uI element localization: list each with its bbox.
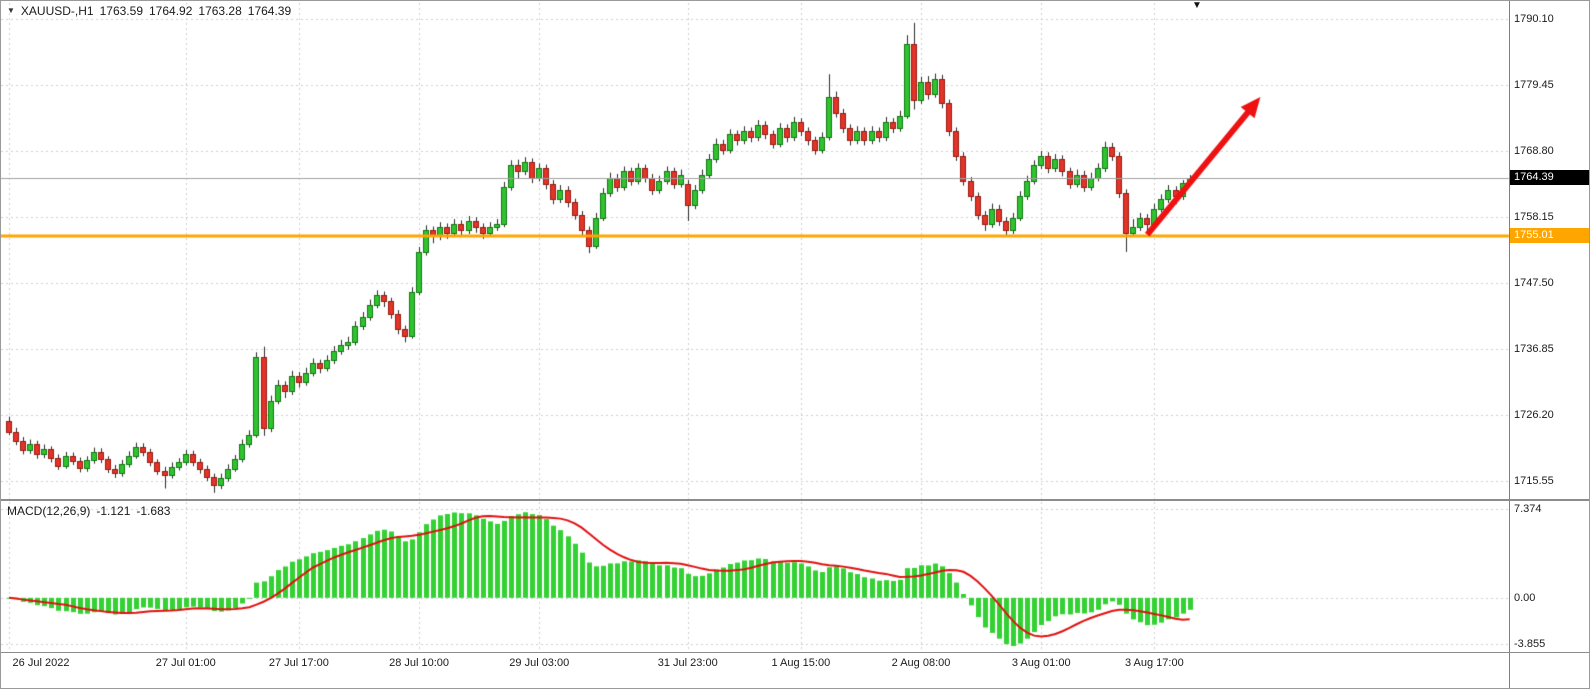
time-axis-separator bbox=[1, 652, 1589, 653]
indicator-macd-value: -1.121 bbox=[96, 504, 131, 518]
indicator-name-label: MACD(12,26,9) bbox=[7, 504, 91, 518]
price-axis-separator bbox=[1509, 1, 1510, 688]
indicator-label: MACD(12,26,9) -1.121 -1.683 bbox=[7, 504, 170, 518]
bar-close-value: 1764.39 bbox=[247, 4, 292, 18]
chart-title: ▼ XAUUSD-,H1 1763.59 1764.92 1763.28 176… bbox=[7, 4, 291, 18]
pane-separator[interactable] bbox=[1, 499, 1589, 501]
indicator-signal-value: -1.683 bbox=[136, 504, 171, 518]
bar-low-value: 1763.28 bbox=[198, 4, 242, 18]
bar-open-value: 1763.59 bbox=[99, 4, 143, 18]
current-price-badge: 1764.39 bbox=[1510, 170, 1589, 186]
support-price-badge: 1755.01 bbox=[1510, 228, 1589, 244]
chart-shift-marker-icon[interactable]: ▼ bbox=[1192, 0, 1202, 11]
symbol-period-label: XAUUSD-,H1 bbox=[20, 4, 94, 18]
current-price-value: 1764.39 bbox=[1514, 171, 1554, 184]
support-price-value: 1755.01 bbox=[1514, 229, 1554, 242]
symbol-marker-icon: ▼ bbox=[7, 6, 15, 15]
bar-high-value: 1764.92 bbox=[149, 4, 193, 18]
